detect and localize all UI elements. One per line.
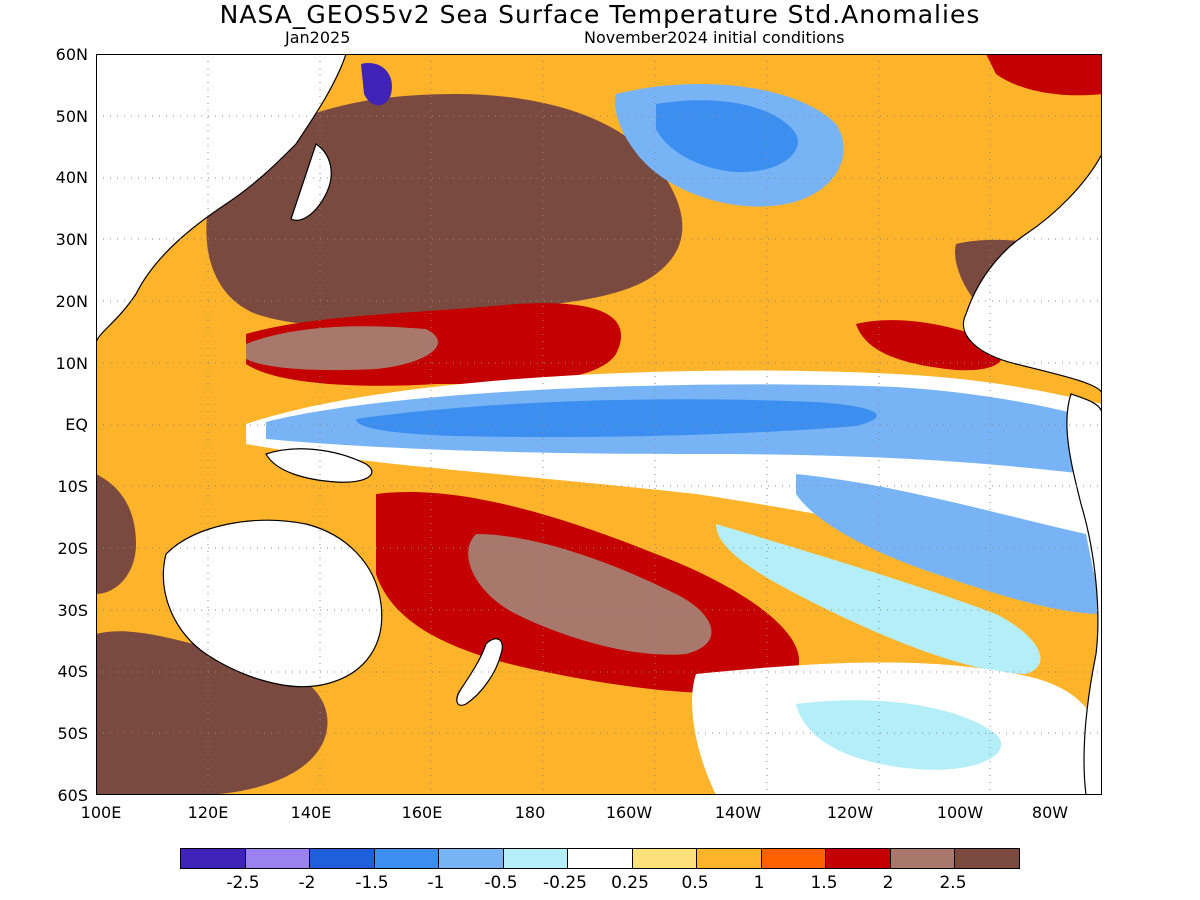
- anomaly-region-equatorial-cool-core: [356, 399, 877, 438]
- lon-label-140e: 140E: [290, 803, 332, 822]
- lat-label-20n: 20N: [55, 292, 88, 311]
- lat-label-40n: 40N: [55, 168, 88, 187]
- forecast-month: Jan2025: [285, 28, 351, 47]
- lon-label-160w: 160W: [605, 803, 653, 822]
- colorbar-swatch: [374, 849, 440, 868]
- initial-conditions-label: November2024 initial conditions: [584, 28, 845, 47]
- lat-label-10n: 10N: [55, 354, 88, 373]
- lat-label-eq: EQ: [65, 415, 88, 434]
- colorbar-swatch: [568, 849, 633, 868]
- colorbar-swatch: [181, 849, 246, 868]
- colorbar-swatch: [761, 849, 827, 868]
- land-new-zealand: [456, 638, 503, 706]
- lat-label-10s: 10S: [57, 477, 88, 496]
- colorbar-swatch: [890, 849, 956, 868]
- colorbar-label: 2: [882, 873, 894, 893]
- lat-label-50s: 50S: [57, 724, 88, 743]
- lat-label-50n: 50N: [55, 107, 88, 126]
- colorbar-label: -1: [427, 873, 445, 893]
- colorbar-label: -0.25: [543, 873, 587, 893]
- land-japan: [290, 143, 332, 221]
- anomaly-region-south-pacific-brown: [468, 534, 712, 655]
- colorbar-swatch: [245, 849, 311, 868]
- anomaly-region-northeast-corner: [986, 54, 1102, 96]
- map-title: NASA_GEOS5v2 Sea Surface Temperature Std…: [219, 0, 981, 29]
- colorbar-label: 1: [753, 873, 765, 893]
- land-new-guinea: [265, 448, 373, 483]
- lat-label-60n: 60N: [55, 45, 88, 64]
- lat-label-30s: 30S: [57, 601, 88, 620]
- landmasses: [96, 54, 1102, 795]
- colorbar-label: -0.5: [484, 873, 518, 893]
- colorbar-swatch: [955, 849, 1019, 868]
- anomaly-region-southern-ocean-cool: [796, 700, 1002, 770]
- anomaly-region-okhotsk-cool: [361, 63, 392, 106]
- lon-label-160e: 160E: [401, 803, 443, 822]
- lon-label-140w: 140W: [714, 803, 762, 822]
- lat-label-40s: 40S: [57, 662, 88, 681]
- lon-label-100w: 100W: [936, 803, 984, 822]
- colorbar-label: -1.5: [355, 873, 389, 893]
- anomaly-region-alaska-cool-deep: [656, 100, 798, 173]
- lat-label-60s: 60S: [57, 786, 88, 805]
- land-north-america: [796, 54, 1102, 395]
- lon-label-120e: 120E: [187, 803, 229, 822]
- anomaly-region-north-pacific-warm: [206, 94, 683, 326]
- land-australia: [162, 519, 383, 688]
- colorbar-label: 1.5: [810, 873, 838, 893]
- land-asia: [96, 54, 347, 345]
- sst-anomaly-map: [96, 54, 1102, 795]
- colorbar-label: 0.5: [681, 873, 709, 893]
- colorbar-label: 0.25: [611, 873, 649, 893]
- anomaly-region-indian-brown: [96, 474, 136, 594]
- anomaly-region-mid-brown: [246, 326, 438, 371]
- colorbar-label: 2.5: [939, 873, 967, 893]
- colorbar: [180, 848, 1020, 869]
- lon-label-120w: 120W: [826, 803, 874, 822]
- lon-label-100e: 100E: [80, 803, 122, 822]
- colorbar-swatch: [697, 849, 762, 868]
- lon-label-80w: 80W: [1031, 803, 1069, 822]
- colorbar-label: -2: [298, 873, 316, 893]
- map-frame: [96, 54, 1102, 795]
- lat-label-30n: 30N: [55, 230, 88, 249]
- colorbar-swatch: [632, 849, 698, 868]
- colorbar-swatch: [310, 849, 375, 868]
- anomaly-region-southeast-cool: [796, 474, 1102, 614]
- lat-label-20s: 20S: [57, 539, 88, 558]
- lon-label-180: 180: [514, 803, 546, 822]
- colorbar-label: -2.5: [226, 873, 260, 893]
- anomaly-region-southeast-cool-light: [716, 524, 1041, 674]
- colorbar-swatch: [826, 849, 891, 868]
- colorbar-swatch: [439, 849, 504, 868]
- colorbar-swatch: [503, 849, 569, 868]
